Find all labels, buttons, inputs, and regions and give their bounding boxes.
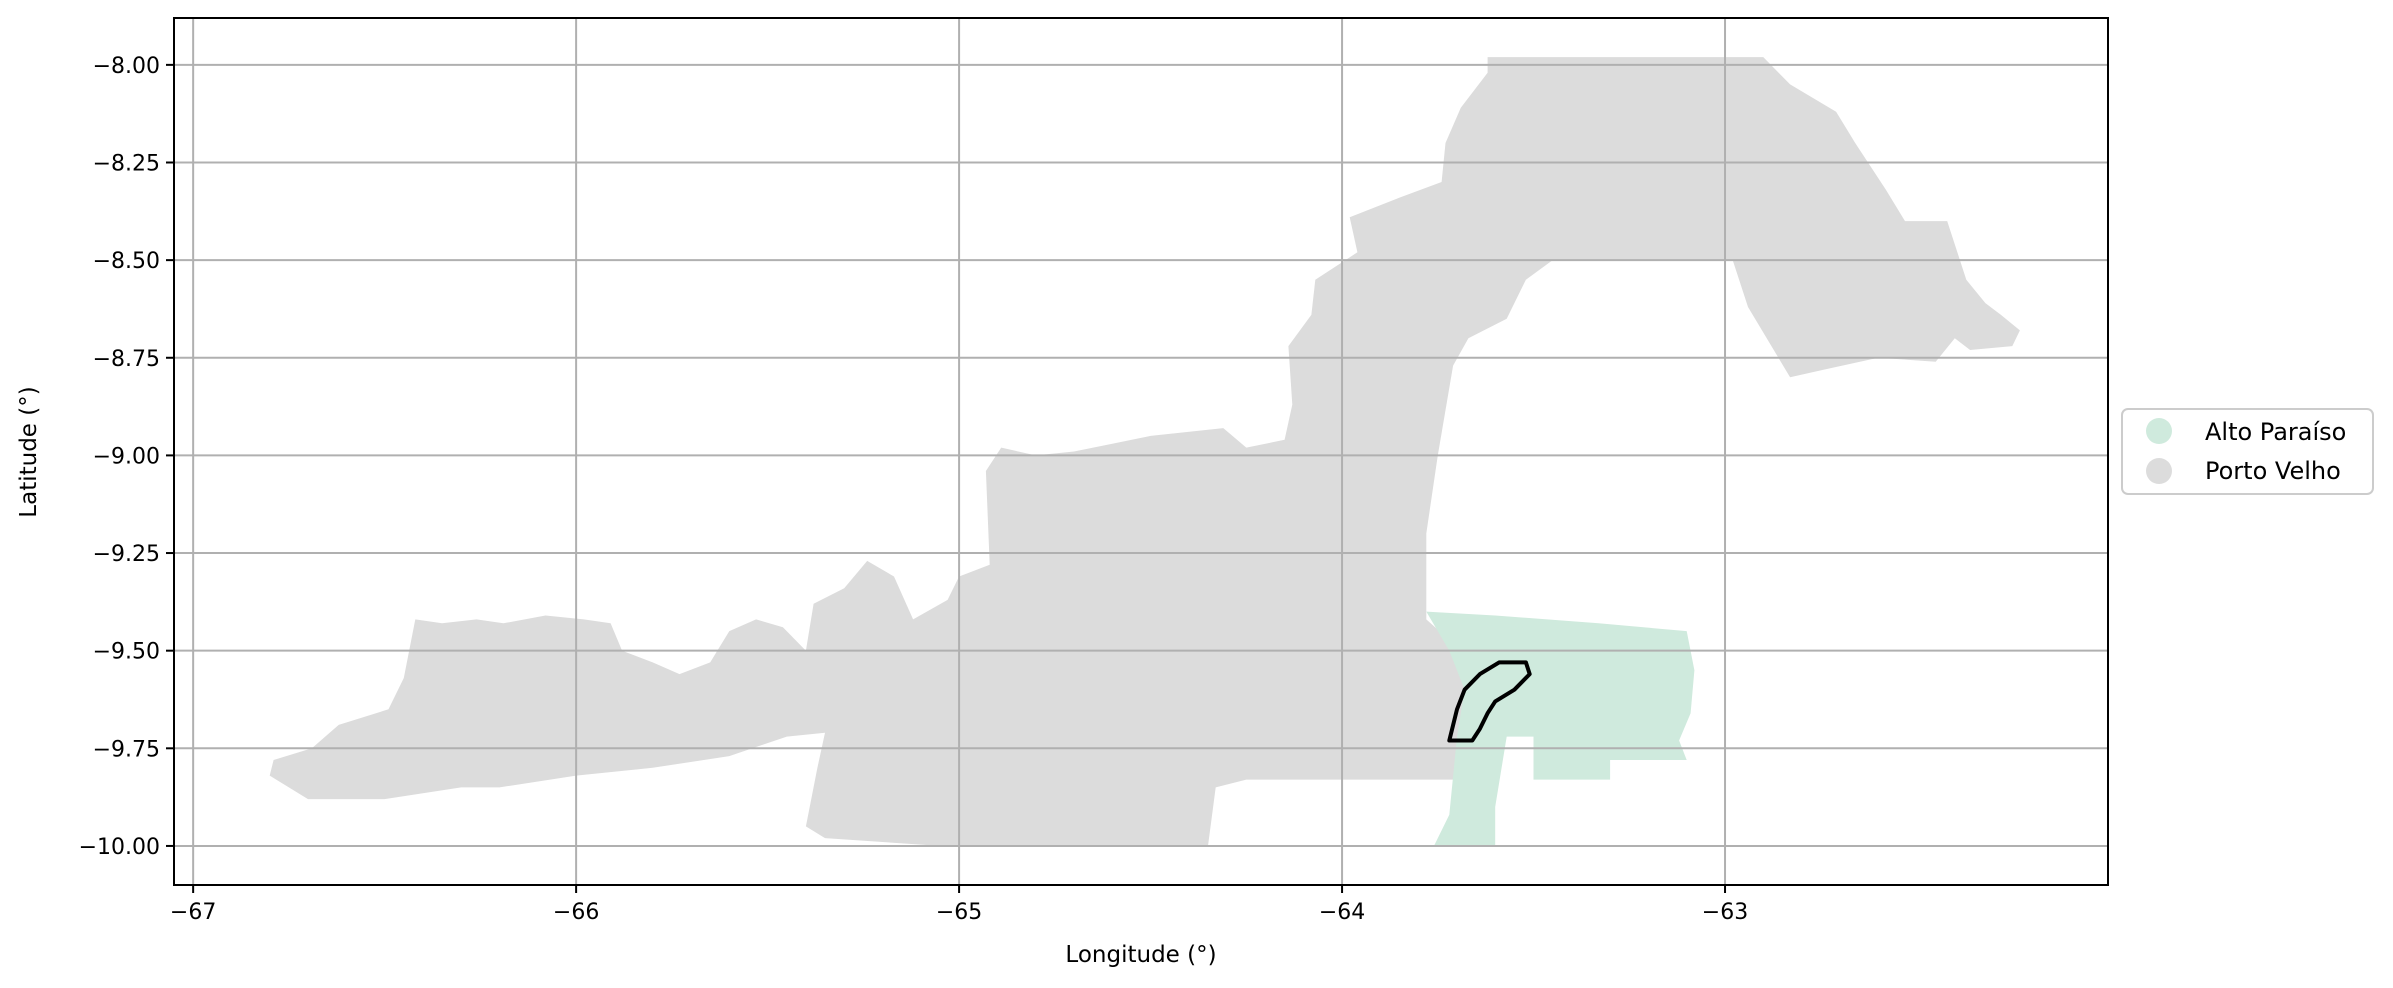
legend-marker-alto-paraiso bbox=[2146, 418, 2172, 444]
y-tick-label: −9.75 bbox=[93, 737, 160, 762]
y-tick-label: −8.75 bbox=[93, 347, 160, 372]
x-tick-label: −67 bbox=[170, 900, 216, 925]
grid-layer bbox=[174, 18, 2108, 885]
x-tick-label: −66 bbox=[553, 900, 599, 925]
highlight-outline bbox=[1447, 660, 1532, 743]
y-tick-label: −9.00 bbox=[93, 444, 160, 469]
region-alto-paraiso bbox=[1426, 611, 1695, 846]
y-tick-label: −9.50 bbox=[93, 640, 160, 665]
x-tick-label: −64 bbox=[1319, 900, 1365, 925]
y-tick-label: −8.50 bbox=[93, 249, 160, 274]
legend-frame bbox=[2121, 408, 2374, 495]
region-porto-velho bbox=[269, 57, 2020, 846]
y-tick-label: −8.25 bbox=[93, 152, 160, 177]
outline-layer bbox=[1447, 660, 1532, 743]
y-axis-title: Latitude (°) bbox=[16, 386, 42, 517]
plot-frame bbox=[173, 17, 2109, 886]
regions-layer bbox=[269, 57, 2020, 846]
x-tick-label: −65 bbox=[936, 900, 982, 925]
x-tick-label: −63 bbox=[1702, 900, 1748, 925]
y-tick-label: −8.00 bbox=[93, 54, 160, 79]
legend-label-alto-paraiso: Alto Paraíso bbox=[2205, 418, 2346, 446]
legend-label-porto-velho: Porto Velho bbox=[2205, 457, 2341, 485]
y-tick-label: −10.00 bbox=[79, 835, 160, 860]
y-tick-label: −9.25 bbox=[93, 542, 160, 567]
legend: Alto Paraíso Porto Velho bbox=[2121, 408, 2374, 495]
ticks-layer: −67 −66 −65 −64 −63 −8.00 −8.25 −8.50 −8.75 −9.00… bbox=[79, 54, 1749, 925]
legend-marker-porto-velho bbox=[2146, 458, 2172, 484]
x-axis-title: Longitude (°) bbox=[1065, 942, 1216, 968]
